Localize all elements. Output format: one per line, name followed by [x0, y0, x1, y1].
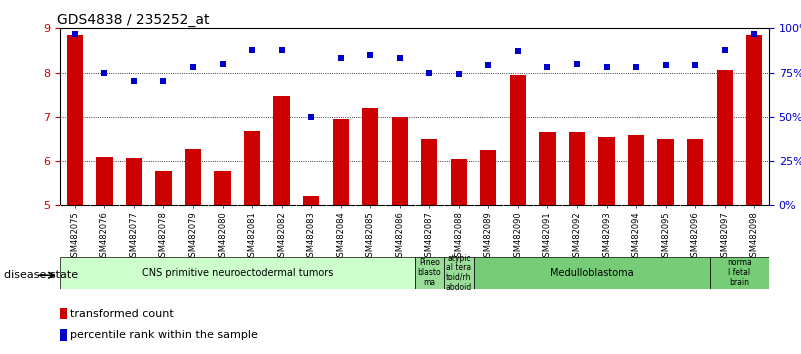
Bar — [362, 108, 378, 205]
Point — [659, 63, 672, 68]
Bar — [473, 257, 710, 289]
Bar — [481, 150, 497, 205]
Text: atypic
al tera
toid/rh
abdoid: atypic al tera toid/rh abdoid — [445, 253, 472, 292]
Point — [393, 56, 406, 61]
Point — [304, 114, 317, 120]
Bar — [332, 119, 348, 205]
Point — [570, 61, 583, 67]
Point — [748, 31, 761, 36]
Text: transformed count: transformed count — [70, 309, 174, 319]
Point — [216, 61, 229, 67]
Text: percentile rank within the sample: percentile rank within the sample — [70, 330, 258, 340]
Point — [334, 56, 347, 61]
Bar — [717, 70, 733, 205]
Bar — [746, 35, 763, 205]
Bar — [66, 35, 83, 205]
Point — [98, 70, 111, 75]
Point — [630, 64, 642, 70]
Bar — [244, 131, 260, 205]
Point — [157, 79, 170, 84]
Text: norma
l fetal
brain: norma l fetal brain — [727, 258, 752, 287]
Point — [276, 47, 288, 52]
Bar — [185, 149, 201, 205]
Bar — [60, 257, 415, 289]
Point — [600, 64, 613, 70]
Bar — [539, 132, 556, 205]
Point — [718, 47, 731, 52]
Point — [68, 31, 81, 36]
Bar — [392, 117, 408, 205]
Point — [187, 64, 199, 70]
Bar — [444, 257, 473, 289]
Point — [364, 52, 376, 58]
Point — [127, 79, 140, 84]
Bar — [155, 171, 171, 205]
Bar — [451, 159, 467, 205]
Bar — [215, 171, 231, 205]
Bar — [658, 139, 674, 205]
Bar — [421, 139, 437, 205]
Point — [246, 47, 259, 52]
Bar — [60, 329, 66, 341]
Point — [512, 48, 525, 54]
Bar — [96, 157, 112, 205]
Bar — [509, 75, 526, 205]
Bar — [303, 195, 320, 205]
Bar — [598, 137, 614, 205]
Bar — [126, 158, 142, 205]
Bar — [569, 132, 585, 205]
Text: Medulloblastoma: Medulloblastoma — [550, 268, 634, 278]
Bar — [710, 257, 769, 289]
Point — [453, 72, 465, 77]
Text: CNS primitive neuroectodermal tumors: CNS primitive neuroectodermal tumors — [142, 268, 333, 278]
Text: disease state: disease state — [4, 270, 78, 280]
Point — [482, 63, 495, 68]
Point — [423, 70, 436, 75]
Text: Pineo
blasto
ma: Pineo blasto ma — [417, 258, 441, 287]
Bar — [687, 139, 703, 205]
Bar — [628, 135, 644, 205]
Bar — [60, 308, 66, 319]
Point — [541, 64, 553, 70]
Text: GDS4838 / 235252_at: GDS4838 / 235252_at — [57, 13, 209, 27]
Bar — [273, 96, 290, 205]
Point — [689, 63, 702, 68]
Bar — [415, 257, 444, 289]
